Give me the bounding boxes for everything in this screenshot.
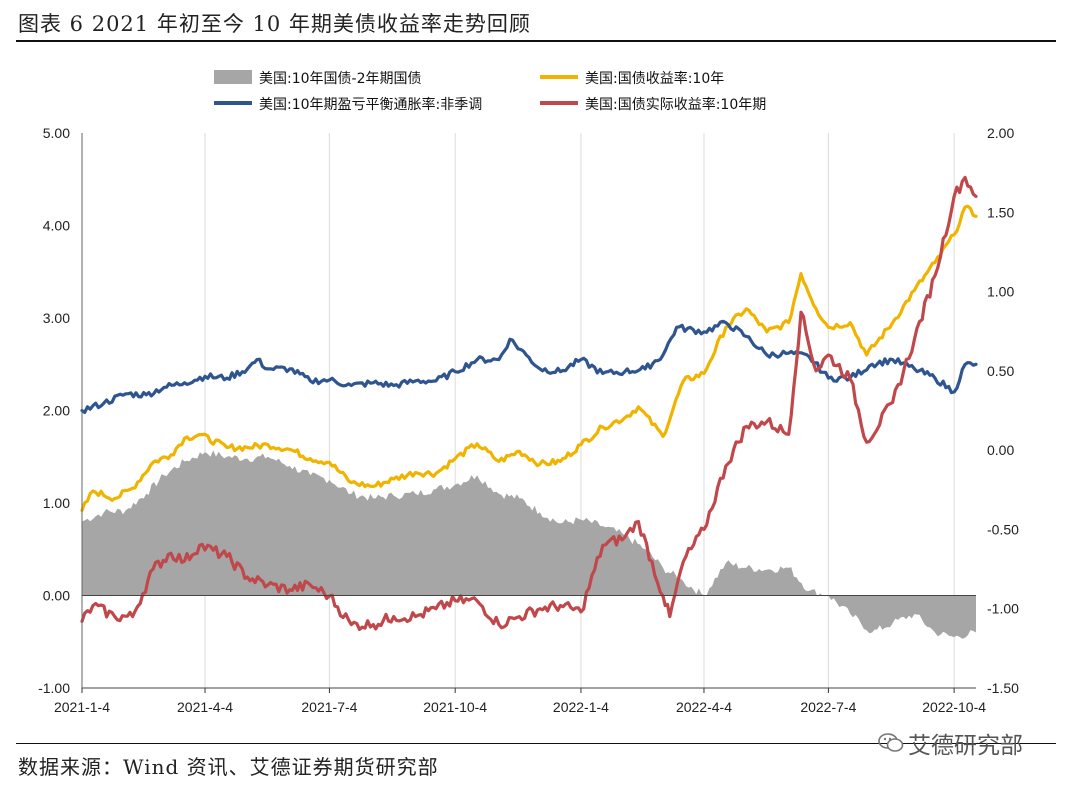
line-series-layer	[80, 175, 978, 631]
legend: 美国:10年国债-2年期国债 美国:国债收益率:10年美国:10年期盈亏平衡通胀率…	[214, 70, 766, 113]
y-right-tick-label: 1.00	[987, 284, 1014, 300]
y-left-tick-label: 0.00	[43, 588, 70, 604]
series-area-spread	[82, 450, 976, 639]
y-left-tick-label: 5.00	[43, 125, 70, 141]
y-right-tick-label: 0.00	[987, 442, 1014, 458]
y-right-tick-label: -1.50	[987, 680, 1019, 696]
x-tick-label: 2022-10-4	[922, 699, 986, 715]
y-left-tick-label: -1.00	[38, 680, 70, 696]
axes: 2021-1-4 2021-4-4 2021-7-4 2021-10-4 2022-1-…	[38, 125, 1019, 715]
y-left-tick-label: 4.00	[43, 218, 70, 234]
x-tick-label: 2022-1-4	[553, 699, 609, 715]
source-note: 数据来源：Wind 资讯、艾德证券期货研究部	[18, 755, 439, 779]
legend-item-breakeven: 美国:10年期盈亏平衡通胀率:非季调	[259, 96, 482, 113]
legend-item-real-yield: 美国:国债实际收益率:10年期	[585, 96, 766, 113]
series-line-10y-yield	[80, 204, 978, 512]
y-left-tick-label: 1.00	[43, 495, 70, 511]
y-right-tick-label: 0.50	[987, 363, 1014, 379]
area-series-layer	[82, 450, 976, 639]
source-rule	[16, 743, 1056, 744]
x-tick-label: 2021-1-4	[54, 699, 110, 715]
x-tick-label: 2022-4-4	[676, 699, 732, 715]
x-tick-label: 2021-7-4	[301, 699, 357, 715]
y-right-tick-label: 1.50	[987, 204, 1014, 220]
y-right-tick-label: -0.50	[987, 521, 1019, 537]
series-line-breakeven	[80, 319, 978, 414]
x-tick-label: 2021-10-4	[423, 699, 487, 715]
y-left-tick-label: 3.00	[43, 310, 70, 326]
figure-title: 图表 6 2021 年初至今 10 年期美债收益率走势回顾	[18, 12, 531, 36]
y-left-tick-label: 2.00	[43, 403, 70, 419]
chart: 2021-1-4 2021-4-4 2021-7-4 2021-10-4 2022-1-…	[38, 70, 1019, 715]
x-tick-label: 2021-4-4	[177, 699, 233, 715]
y-right-tick-label: 2.00	[987, 125, 1014, 141]
legend-swatch	[214, 70, 252, 84]
legend-item-spread: 美国:10年国债-2年期国债	[259, 71, 422, 87]
legend-item-10y-yield: 美国:国债收益率:10年	[585, 70, 724, 87]
y-right-tick-label: -1.00	[987, 601, 1019, 617]
series-line-real-yield	[80, 175, 978, 631]
wechat-icon	[878, 733, 904, 752]
x-tick-label: 2022-7-4	[800, 699, 856, 715]
watermark-text: 艾德研究部	[908, 733, 1023, 759]
watermark: 艾德研究部	[878, 726, 1023, 760]
title-rule	[16, 40, 1056, 42]
